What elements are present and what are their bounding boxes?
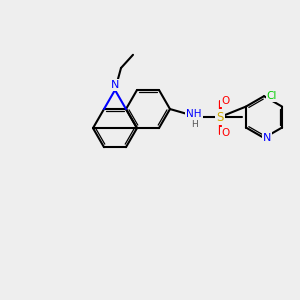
Text: O: O [221,128,229,138]
Text: H: H [190,120,197,129]
Text: N: N [111,80,119,90]
Text: S: S [216,111,224,124]
Text: Cl: Cl [267,91,277,101]
Text: O: O [221,96,229,106]
Text: N: N [263,133,271,143]
Text: NH: NH [186,109,202,119]
